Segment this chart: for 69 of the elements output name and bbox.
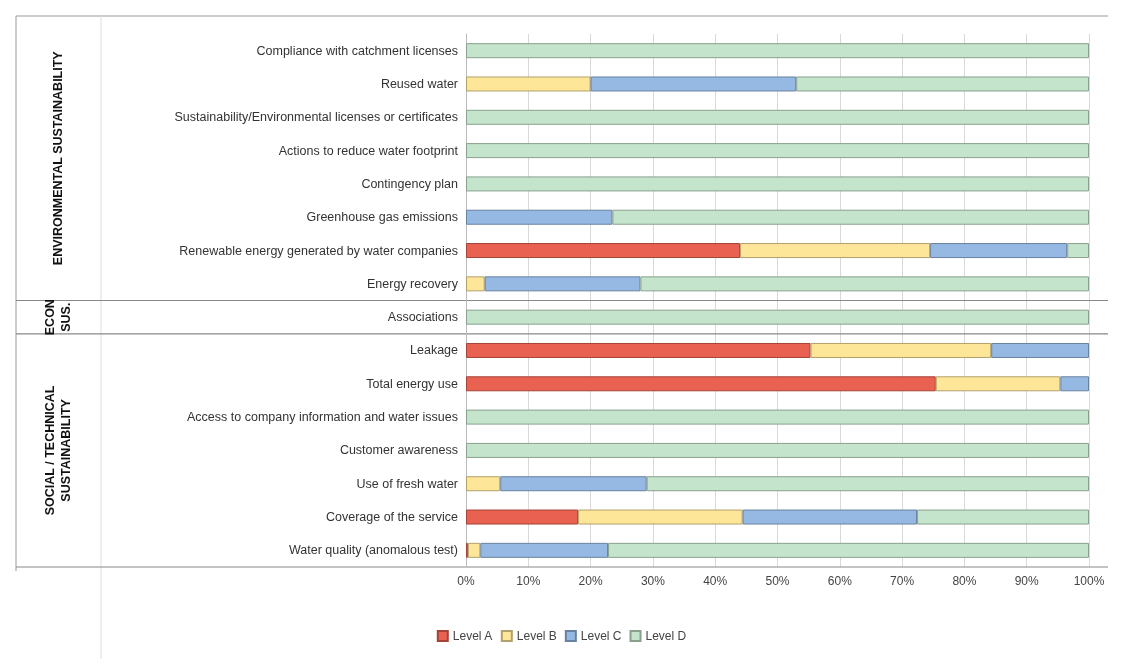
bar bbox=[466, 276, 485, 292]
bar bbox=[612, 209, 1089, 225]
y-tick-label: Contingency plan bbox=[361, 176, 459, 191]
x-tick-label: 90% bbox=[1014, 574, 1040, 588]
bar bbox=[608, 542, 1089, 558]
bar bbox=[466, 309, 1089, 325]
y-tick-label: Access to company information and water issues bbox=[187, 410, 458, 425]
text: ENVIRONMENTAL SUSTAINABILITY bbox=[51, 50, 65, 266]
y-tick-label: Associations bbox=[387, 310, 458, 325]
x-tick-label: 20% bbox=[578, 574, 603, 588]
bar bbox=[466, 176, 1089, 192]
text: SOCIAL / TECHNICAL SUSTAINABILITY bbox=[43, 385, 73, 516]
bar bbox=[646, 476, 1089, 492]
bar bbox=[1067, 243, 1089, 259]
x-tick-label: 0% bbox=[457, 574, 475, 588]
bar bbox=[466, 442, 1089, 458]
bar bbox=[1060, 376, 1089, 392]
y-tick-label: Water quality (anomalous test) bbox=[288, 543, 458, 558]
bar bbox=[466, 243, 741, 259]
bar bbox=[466, 76, 591, 92]
bar bbox=[578, 509, 743, 525]
y-tick-label: Use of fresh water bbox=[356, 476, 458, 491]
bar bbox=[466, 376, 936, 392]
bar bbox=[466, 476, 501, 492]
y-tick-label: Energy recovery bbox=[366, 276, 459, 291]
y-tick-label: Renewable energy generated by water companies bbox=[179, 243, 458, 258]
bar bbox=[466, 43, 1089, 59]
x-tick-label: 10% bbox=[516, 574, 541, 588]
bar bbox=[484, 276, 641, 292]
text: ECON SUS. bbox=[43, 299, 73, 336]
bar bbox=[991, 342, 1089, 358]
x-tick-label: 50% bbox=[765, 574, 790, 588]
legend-label: Level D bbox=[645, 629, 687, 643]
x-tick-label: 70% bbox=[890, 574, 915, 588]
y-tick-label: Customer awareness bbox=[339, 443, 458, 458]
x-tick-label: 60% bbox=[827, 574, 853, 588]
y-tick-label: Compliance with catchment licenses bbox=[256, 43, 458, 58]
bar bbox=[466, 409, 1089, 425]
y-tick-label: Actions to reduce water footprint bbox=[278, 143, 459, 158]
x-tick-label: 80% bbox=[952, 574, 977, 588]
y-tick-label: Total energy use bbox=[366, 376, 459, 391]
bar bbox=[810, 342, 992, 358]
x-tick-label: 30% bbox=[640, 574, 666, 588]
bar bbox=[467, 542, 481, 558]
y-tick-label: Sustainability/Environmental licenses or certificates bbox=[174, 110, 458, 125]
y-tick-label: Reused water bbox=[380, 76, 458, 91]
legend-label: Level B bbox=[516, 629, 557, 643]
bar bbox=[640, 276, 1089, 292]
bar bbox=[466, 509, 579, 525]
bar bbox=[796, 76, 1089, 92]
legend-label: Level C bbox=[580, 629, 622, 643]
bar bbox=[466, 209, 613, 225]
bar bbox=[742, 509, 918, 525]
y-tick-label: Greenhouse gas emissions bbox=[306, 210, 458, 225]
bar bbox=[917, 509, 1089, 525]
bar bbox=[590, 76, 797, 92]
x-tick-label: 100% bbox=[1073, 574, 1105, 588]
x-tick-label: 40% bbox=[703, 574, 728, 588]
bar bbox=[466, 109, 1089, 125]
bar bbox=[500, 476, 647, 492]
bar bbox=[466, 143, 1089, 159]
legend-label: Level A bbox=[452, 629, 493, 643]
bar bbox=[740, 243, 931, 259]
bar bbox=[480, 542, 609, 558]
y-tick-label: Coverage of the service bbox=[325, 510, 459, 525]
y-tick-label: Leakage bbox=[410, 343, 459, 358]
bar bbox=[935, 376, 1061, 392]
bar bbox=[930, 243, 1068, 259]
bar bbox=[466, 342, 811, 358]
